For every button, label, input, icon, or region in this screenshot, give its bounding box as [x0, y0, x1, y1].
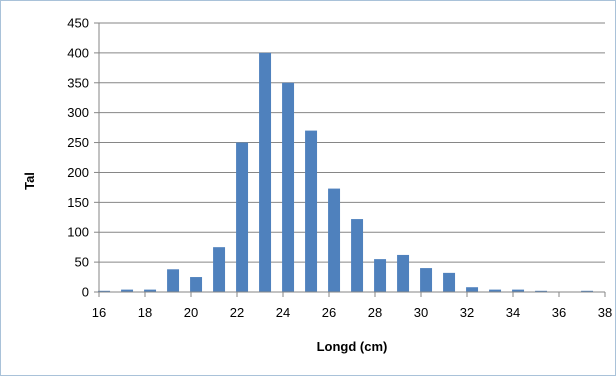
bar	[512, 289, 525, 292]
bar	[581, 290, 594, 292]
bar	[121, 289, 134, 292]
y-tick-label: 400	[67, 45, 89, 60]
y-tick-label: 450	[67, 16, 89, 31]
bar	[489, 289, 502, 292]
bar	[420, 268, 433, 292]
y-tick-label: 50	[75, 255, 89, 270]
y-tick-label: 0	[82, 285, 89, 300]
bar	[328, 188, 341, 292]
x-tick-label: 20	[184, 305, 198, 320]
axes	[98, 23, 606, 297]
y-tick-label: 100	[67, 225, 89, 240]
bar	[282, 82, 295, 293]
x-tick-label: 18	[138, 305, 152, 320]
y-tick-labels: 0 50 100 150 200 250 300 350 400 450	[67, 16, 89, 300]
bar	[351, 219, 364, 292]
x-tick-label: 36	[552, 305, 566, 320]
x-tick-labels: 16 18 20 22 24 26 28 30 32 34 36 38	[92, 305, 612, 320]
bar	[374, 259, 387, 292]
x-tick-label: 34	[506, 305, 520, 320]
bar	[305, 130, 318, 292]
y-tick-label: 250	[67, 135, 89, 150]
bar	[167, 269, 180, 292]
bar	[190, 277, 203, 292]
x-tick-label: 16	[92, 305, 106, 320]
bar	[259, 52, 272, 293]
x-tick-label: 32	[460, 305, 474, 320]
y-tick-label: 350	[67, 75, 89, 90]
bar	[144, 289, 157, 292]
x-axis-title: Longd (cm)	[317, 339, 388, 354]
bar	[466, 287, 479, 292]
bar	[98, 290, 111, 292]
x-tick-label: 28	[368, 305, 382, 320]
bar	[213, 247, 226, 292]
x-tick-label: 38	[598, 305, 612, 320]
gridlines	[94, 22, 605, 293]
bar	[236, 142, 249, 292]
bar	[443, 272, 456, 292]
bar	[535, 290, 548, 292]
bars	[98, 52, 594, 293]
y-axis-title: Tal	[22, 172, 37, 190]
y-tick-label: 300	[67, 105, 89, 120]
y-tick-label: 150	[67, 195, 89, 210]
x-tick-label: 30	[414, 305, 428, 320]
x-tick-label: 22	[230, 305, 244, 320]
y-tick-label: 200	[67, 165, 89, 180]
bar	[397, 254, 410, 292]
x-tick-label: 24	[276, 305, 290, 320]
x-tick-label: 26	[322, 305, 336, 320]
